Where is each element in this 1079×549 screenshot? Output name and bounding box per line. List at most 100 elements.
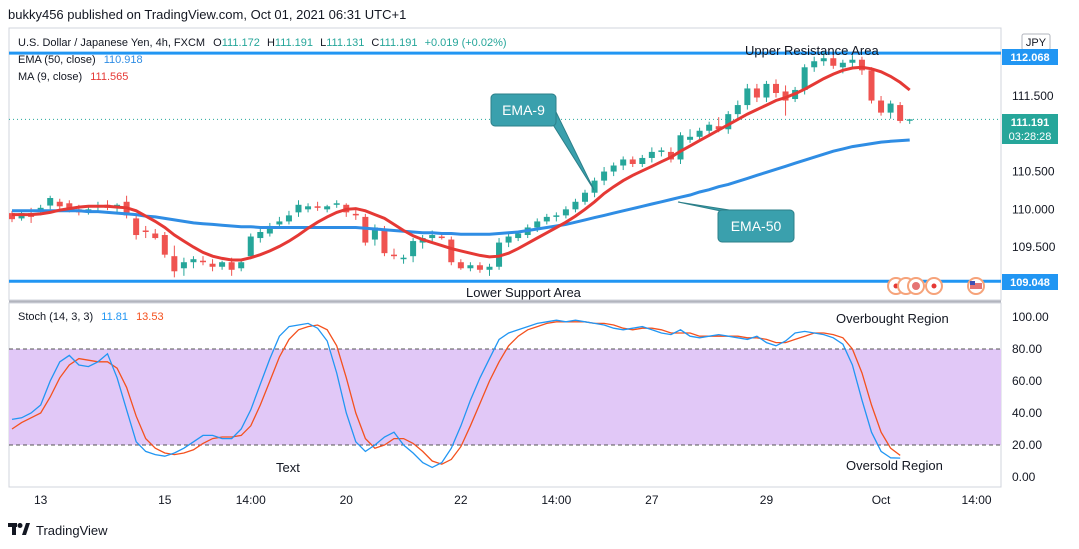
candle-body[interactable] xyxy=(725,114,732,130)
candle-body[interactable] xyxy=(706,124,713,131)
candle-body[interactable] xyxy=(830,58,837,66)
candle-body[interactable] xyxy=(47,198,54,206)
candle-body[interactable] xyxy=(878,100,885,113)
currency-badge[interactable]: JPY xyxy=(1021,33,1051,51)
candle-body[interactable] xyxy=(897,105,904,121)
event-icons[interactable] xyxy=(887,277,985,295)
candle-body[interactable] xyxy=(515,233,522,239)
candle-body[interactable] xyxy=(56,201,63,207)
candle-body[interactable] xyxy=(505,236,512,243)
candle-body[interactable] xyxy=(314,206,321,208)
candle-body[interactable] xyxy=(66,203,73,208)
candle-body[interactable] xyxy=(648,151,655,158)
candle-body[interactable] xyxy=(486,266,493,270)
time-axis-tick: 14:00 xyxy=(962,493,992,507)
candle-body[interactable] xyxy=(849,59,856,63)
candle-body[interactable] xyxy=(744,88,751,106)
candle-body[interactable] xyxy=(305,206,312,210)
legend-close-label: C xyxy=(371,37,379,49)
candle-body[interactable] xyxy=(887,103,894,113)
footer-brand[interactable]: TradingView xyxy=(36,522,108,538)
candle-body[interactable] xyxy=(276,221,283,225)
candle-body[interactable] xyxy=(467,265,474,269)
stoch-axis-tick: 60.00 xyxy=(1012,374,1042,388)
candle-body[interactable] xyxy=(9,213,15,220)
stoch-k-line[interactable] xyxy=(11,319,901,469)
candle-body[interactable] xyxy=(582,192,588,202)
legend-ma-label: MA (9, close) xyxy=(18,71,82,83)
candle-body[interactable] xyxy=(620,159,627,166)
candle-body[interactable] xyxy=(161,235,168,255)
candle-body[interactable] xyxy=(696,130,703,137)
candle-body[interactable] xyxy=(180,262,187,269)
candle-body[interactable] xyxy=(476,265,483,270)
candle-body[interactable] xyxy=(591,180,598,193)
time-axis-tick: 14:00 xyxy=(236,493,266,507)
legend-symbol: U.S. Dollar / Japanese Yen, 4h, FXCM xyxy=(18,37,205,49)
candle-body[interactable] xyxy=(543,216,550,222)
candle-body[interactable] xyxy=(839,62,846,68)
candle-body[interactable] xyxy=(734,105,741,115)
candle-body[interactable] xyxy=(410,241,417,257)
candle-body[interactable] xyxy=(371,227,378,240)
stoch-axis-tick: 40.00 xyxy=(1012,406,1042,420)
candle-body[interactable] xyxy=(773,83,779,93)
candle-body[interactable] xyxy=(610,165,617,172)
candle-body[interactable] xyxy=(448,239,455,263)
candle-body[interactable] xyxy=(142,230,149,232)
candle-body[interactable] xyxy=(639,157,646,164)
candle-body[interactable] xyxy=(362,216,369,243)
candle-body[interactable] xyxy=(247,236,254,257)
candle-body[interactable] xyxy=(534,221,541,228)
candle-body[interactable] xyxy=(562,209,569,216)
candle-body[interactable] xyxy=(219,262,226,267)
candle-body[interactable] xyxy=(801,67,808,90)
candle-body[interactable] xyxy=(133,218,140,236)
candle-body[interactable] xyxy=(868,70,875,101)
legend-stoch: Stoch (14, 3, 3) 11.81 13.53 xyxy=(18,311,164,323)
candle-body[interactable] xyxy=(266,225,273,234)
candle-body[interactable] xyxy=(209,263,216,267)
stoch-axis-tick: 20.00 xyxy=(1012,438,1042,452)
candle-body[interactable] xyxy=(228,262,235,270)
candle-body[interactable] xyxy=(324,206,331,210)
candle-body[interactable] xyxy=(257,232,264,239)
candle-body[interactable] xyxy=(438,236,445,239)
ma9-line[interactable] xyxy=(12,65,911,262)
tradingview-logo-icon[interactable] xyxy=(8,522,30,538)
candle-body[interactable] xyxy=(715,126,722,130)
candle-body[interactable] xyxy=(457,262,464,269)
candle-body[interactable] xyxy=(352,213,359,216)
candle-body[interactable] xyxy=(906,119,913,121)
candle-body[interactable] xyxy=(381,228,388,254)
candle-body[interactable] xyxy=(333,203,340,205)
footer[interactable]: TradingView xyxy=(8,522,108,538)
candle-body[interactable] xyxy=(400,257,407,260)
candle-body[interactable] xyxy=(811,61,818,68)
candle-body[interactable] xyxy=(601,171,608,181)
candle-body[interactable] xyxy=(295,204,302,213)
ema50-line[interactable] xyxy=(12,138,910,236)
candle-body[interactable] xyxy=(629,159,636,164)
candle-body[interactable] xyxy=(238,262,245,269)
candle-body[interactable] xyxy=(687,136,694,140)
candle-body[interactable] xyxy=(152,233,159,239)
candle-body[interactable] xyxy=(658,150,665,152)
candle-body[interactable] xyxy=(190,259,197,263)
legend-open: 111.172 xyxy=(222,37,260,49)
candle-body[interactable] xyxy=(429,235,436,239)
candle-body[interactable] xyxy=(858,59,865,71)
candle-body[interactable] xyxy=(200,260,206,263)
candle-body[interactable] xyxy=(553,215,560,217)
badge-lower-value: 109.048 xyxy=(1010,277,1050,289)
candle-body[interactable] xyxy=(171,256,178,272)
price-panel[interactable] xyxy=(8,27,1002,301)
candle-body[interactable] xyxy=(572,201,579,210)
candle-body[interactable] xyxy=(285,215,292,222)
candle-body[interactable] xyxy=(391,254,397,257)
candle-body[interactable] xyxy=(753,88,760,98)
candle-body[interactable] xyxy=(763,83,770,98)
candle-body[interactable] xyxy=(820,58,827,62)
candle-body[interactable] xyxy=(677,135,684,160)
